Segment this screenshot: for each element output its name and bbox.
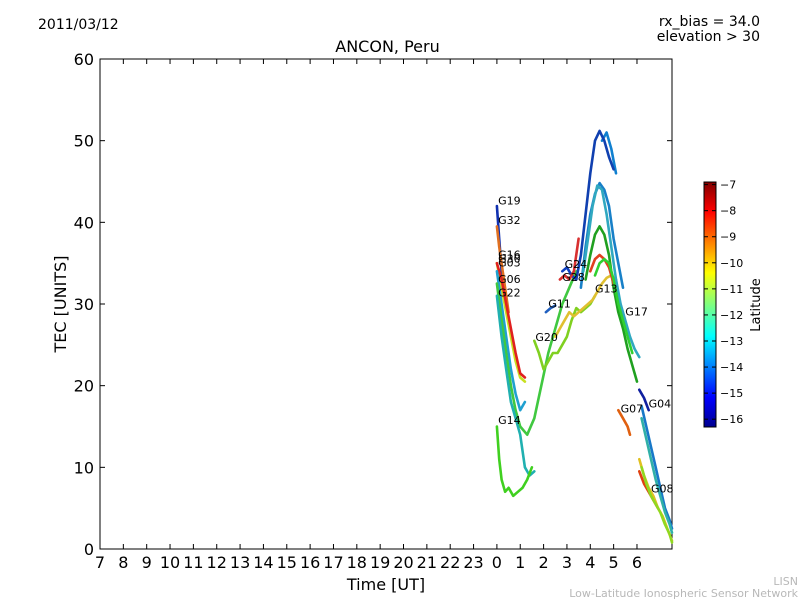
satellite-label: G30	[498, 252, 521, 265]
chart-title: ANCON, Peru	[335, 37, 440, 56]
x-tick-label: 15	[277, 553, 297, 572]
satellite-label: G32	[498, 214, 521, 227]
satellite-label: G20	[535, 331, 558, 344]
y-tick-label: 10	[74, 458, 94, 477]
satellite-label: G04	[649, 398, 672, 411]
series-line-g24	[561, 266, 578, 281]
x-tick-label: 9	[142, 553, 152, 572]
colorbar-tick-label: −15	[720, 387, 743, 400]
date-label: 2011/03/12	[38, 17, 119, 33]
satellite-label: G28	[562, 271, 585, 284]
satellite-label: G11	[548, 297, 571, 310]
colorbar-tick-label: −8	[720, 205, 736, 218]
series-line-g17d	[582, 184, 641, 359]
series-line-g30	[495, 261, 527, 379]
series-line-g16	[495, 261, 527, 383]
series-line-g32	[495, 225, 510, 314]
series-layer	[495, 129, 674, 544]
series-line-g04b	[640, 404, 674, 530]
y-tick-label: 40	[74, 213, 94, 232]
x-tick-label: 6	[632, 553, 642, 572]
x-tick-label: 12	[207, 553, 227, 572]
series-line-g06	[495, 270, 578, 436]
satellite-label: G24	[565, 258, 588, 271]
series-line-g17g	[593, 257, 634, 355]
satellite-label: G13	[595, 283, 618, 296]
y-tick-label: 30	[74, 295, 94, 314]
series-line-g11	[544, 304, 557, 314]
y-tick-label: 0	[84, 540, 94, 559]
colorbar-tick-label: −12	[720, 309, 743, 322]
x-tick-label: 21	[417, 553, 437, 572]
series-line-g17	[600, 131, 618, 175]
satellite-label: G16	[498, 248, 521, 261]
series-line-g13	[554, 274, 618, 338]
x-tick-label: 0	[492, 553, 502, 572]
series-line-g22	[495, 294, 536, 477]
series-line-g20	[533, 294, 597, 371]
satellite-label: G08	[651, 483, 674, 496]
series-line-g28	[558, 237, 580, 281]
elevation-label: elevation > 30	[656, 29, 760, 45]
satellite-label: G07	[621, 403, 644, 416]
colorbar-tick-label: −7	[720, 179, 736, 192]
plot-area	[99, 58, 673, 550]
x-tick-label: 4	[585, 553, 595, 572]
series-line-g04	[638, 388, 650, 412]
footer-line1: LISN	[773, 575, 798, 588]
y-axis-label: TEC [UNITS]	[51, 256, 70, 354]
satellite-label: G17	[625, 305, 648, 318]
x-axis-label: Time [UT]	[346, 575, 425, 594]
satellite-label: G19	[498, 194, 521, 207]
x-tick-label: 7	[95, 553, 105, 572]
series-line-g14	[495, 425, 534, 498]
satellite-label: G06	[498, 273, 521, 286]
colorbar-gradient	[703, 181, 717, 428]
colorbar-tick-label: −13	[720, 335, 743, 348]
x-tick-label: 2	[538, 553, 548, 572]
x-tick-label: 8	[118, 553, 128, 572]
x-tick-label: 10	[160, 553, 180, 572]
x-axis: 7 8 9 10 11 12 13 14 15 16 17 18 19 20 21 22 23 0 1 2 3 4 5 6	[95, 59, 642, 572]
y-tick-label: 20	[74, 377, 94, 396]
colorbar	[703, 181, 717, 428]
satellite-label: G22	[498, 287, 521, 300]
colorbar-tick-label: −14	[720, 361, 743, 374]
x-tick-label: 17	[323, 553, 343, 572]
colorbar-tick-label: −16	[720, 413, 743, 426]
colorbar-tick-label: −9	[720, 231, 736, 244]
colorbar-label: Latitude	[749, 278, 764, 332]
x-tick-label: 19	[370, 553, 390, 572]
series-line-g08c	[640, 466, 674, 544]
x-tick-label: 23	[463, 553, 483, 572]
satellite-label: G03	[498, 256, 521, 269]
x-tick-label: 14	[253, 553, 273, 572]
x-tick-label: 16	[300, 553, 320, 572]
series-line-g07	[617, 408, 632, 436]
colorbar-tick-label: −10	[720, 257, 743, 270]
x-tick-label: 22	[440, 553, 460, 572]
x-tick-label: 5	[609, 553, 619, 572]
x-tick-label: 13	[230, 553, 250, 572]
rx-bias-label: rx_bias = 34.0	[658, 14, 760, 30]
y-axis: 0 10 20 30 40 50 60	[74, 50, 672, 559]
footer-line2: Low-Latitude Ionospheric Sensor Network	[569, 587, 798, 600]
x-tick-label: 20	[393, 553, 413, 572]
x-tick-label: 1	[515, 553, 525, 572]
series-line-g04c	[640, 417, 674, 534]
colorbar-tick-label: −11	[720, 283, 743, 296]
y-tick-label: 50	[74, 132, 94, 151]
colorbar-ticks: −7 −8 −9 −10 −11 −12 −13 −14 −15 −16	[704, 179, 743, 426]
series-line-g17b	[575, 129, 615, 281]
y-tick-label: 60	[74, 50, 94, 69]
x-tick-label: 3	[562, 553, 572, 572]
x-tick-label: 11	[183, 553, 203, 572]
x-tick-label: 18	[347, 553, 367, 572]
series-line-g03	[495, 270, 527, 412]
satellite-label: G14	[498, 414, 521, 427]
